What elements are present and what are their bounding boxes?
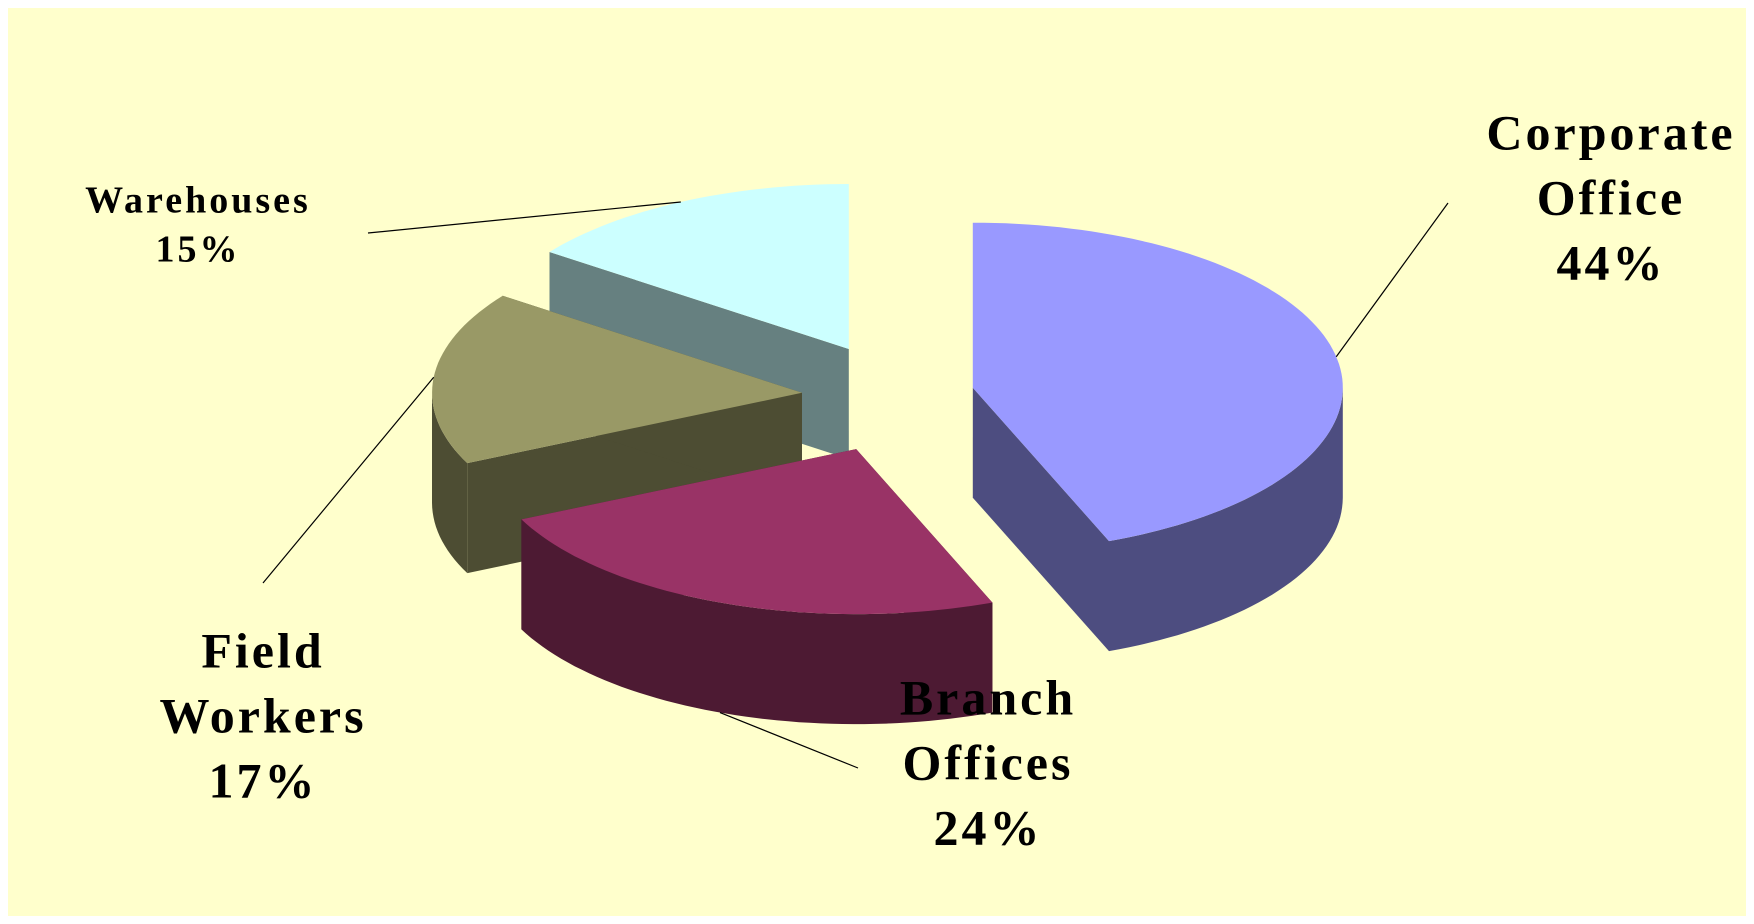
pie-canvas	[262, 184, 1449, 769]
slice-top	[432, 295, 802, 464]
leader-line	[1335, 202, 1449, 358]
slice-wall	[432, 392, 468, 574]
leader-line	[719, 711, 859, 769]
slice-label: Field Workers 17%	[133, 619, 393, 814]
slice-side	[972, 387, 1109, 652]
slice-wall	[1109, 387, 1343, 652]
category-name: Field Workers	[159, 622, 367, 744]
value-label: 24%	[933, 799, 1043, 856]
slice-wall	[521, 519, 993, 725]
value-label: 44%	[1556, 234, 1666, 291]
category-name: Branch Offices	[899, 669, 1077, 791]
chart: Corporate Office 44% Branch Offices 24% Fiel…	[8, 8, 1746, 916]
category-name: Warehouses	[85, 179, 311, 222]
slice-label: Branch Offices 24%	[858, 666, 1118, 861]
leader-line	[367, 201, 681, 234]
slice-top	[972, 222, 1343, 542]
value-label: 17%	[208, 752, 318, 809]
slice-top	[549, 184, 849, 349]
slice-label: Corporate Office 44%	[1481, 101, 1741, 296]
leader-line	[262, 376, 435, 584]
slice-label: Warehouses 15%	[18, 177, 378, 276]
value-label: 15%	[155, 229, 241, 271]
slice-top	[521, 449, 993, 615]
category-name: Corporate Office	[1486, 104, 1736, 226]
